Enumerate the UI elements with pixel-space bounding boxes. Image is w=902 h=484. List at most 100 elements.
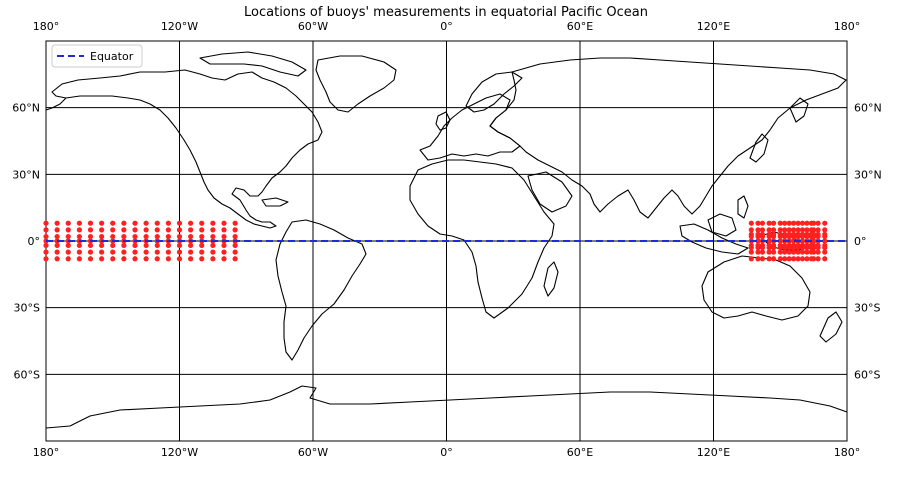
buoy-marker [121,220,127,226]
buoy-marker [143,242,149,249]
buoy-marker [822,249,828,255]
buoy-marker [770,227,777,233]
buoy-marker [210,249,216,255]
coast-south-america [275,219,367,361]
coast-madagascar [543,261,559,297]
buoy-marker [165,220,171,226]
buoy-marker [748,242,754,249]
buoy-marker [121,227,127,233]
buoy-marker [770,256,777,262]
buoy-marker [232,242,238,249]
buoy-marker [759,220,766,226]
buoy-marker [154,233,160,240]
buoy-marker [811,231,817,237]
buoy-marker [132,242,138,249]
buoy-marker [799,238,806,244]
lat-tick-label-right: 60°N [854,102,882,115]
lon-tick-label-bottom: 60°W [298,446,328,459]
buoy-marker [766,227,772,233]
buoy-marker [232,249,238,255]
buoy-marker [782,227,788,233]
buoy-marker [791,256,797,262]
buoy-marker [786,249,792,255]
lon-tick-label-bottom: 0° [440,446,453,459]
buoy-marker [121,242,127,249]
buoy-marker [43,220,49,226]
buoy-marker [110,233,116,240]
buoy-marker [804,249,810,255]
buoy-marker [143,220,149,226]
buoy-marker [748,220,754,226]
map-title: Locations of buoys' measurements in equa… [244,5,648,20]
buoy-marker [43,256,49,262]
buoy-marker [110,220,116,226]
buoy-marker [99,256,105,262]
buoy-marker [54,233,60,240]
lon-tick-label-top: 0° [440,20,453,33]
buoy-marker [54,256,60,262]
lon-tick-label-top: 180° [33,20,60,33]
buoy-marker [791,220,797,226]
buoy-marker [799,256,806,262]
buoy-marker [804,231,810,237]
buoy-marker [799,227,806,233]
buoy-marker [782,256,788,262]
buoy-marker [65,242,71,249]
buoy-marker [777,238,783,244]
coast-asia [489,57,847,219]
lon-tick-label-bottom: 120°W [161,446,198,459]
coast-greenland [315,55,397,113]
buoy-marker [770,242,777,249]
buoy-marker [232,233,238,240]
lon-tick-label-top: 60°W [298,20,328,33]
buoy-marker [759,231,766,237]
lat-tick-label-right: 60°S [854,368,880,381]
buoy-marker [43,227,49,233]
buoy-marker [777,242,783,249]
buoy-marker [188,233,194,240]
buoy-marker [188,227,194,233]
buoy-marker [811,242,817,249]
coast-africa [409,159,555,319]
coast-caribbean [261,197,289,207]
buoy-marker [154,249,160,255]
buoy-marker [154,256,160,262]
buoy-marker [811,227,817,233]
buoy-marker [54,242,60,249]
buoy-marker [121,256,127,262]
buoy-marker [87,227,94,233]
coast-antarctica [45,385,848,429]
buoy-marker [777,231,783,237]
buoy-marker [811,249,817,255]
buoy-marker [65,256,71,262]
buoy-marker [165,242,171,249]
buoy-marker [176,233,183,240]
buoy-marker [766,249,772,255]
coast-philippines [737,195,749,219]
buoy-marker [110,242,116,249]
buoy-marker [210,256,216,262]
buoy-marker [199,220,205,226]
buoy-marker [782,220,788,226]
lat-tick-label-right: 0° [854,235,867,248]
buoy-marker [210,220,216,226]
lon-tick-label-top: 180° [834,20,861,33]
buoy-marker [791,227,797,233]
buoy-marker [165,233,171,240]
buoy-marker [791,249,797,255]
buoy-marker [759,249,766,255]
buoy-marker [87,220,94,226]
buoy-marker [782,249,788,255]
buoy-marker [770,249,777,255]
buoy-marker [221,249,227,255]
buoy-marker [188,242,194,249]
buoy-marker [777,220,783,226]
buoy-marker [87,249,94,255]
buoy-marker [795,231,801,237]
buoy-marker [755,256,761,262]
buoy-marker [766,242,772,249]
buoy-marker [65,227,71,233]
buoy-marker [210,233,216,240]
buoy-marker [770,231,777,237]
buoy-marker [755,231,761,237]
